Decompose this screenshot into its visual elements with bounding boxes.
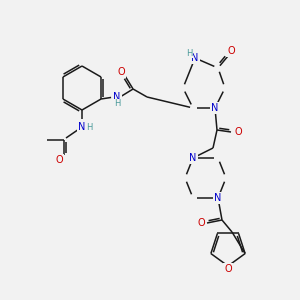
Text: N: N [113,92,121,102]
Text: N: N [211,103,219,113]
Text: O: O [55,155,63,165]
Text: O: O [227,46,235,56]
Text: O: O [224,264,232,274]
Text: N: N [78,122,86,132]
Text: H: H [114,100,120,109]
Text: O: O [117,67,125,77]
Text: O: O [197,218,205,228]
Text: H: H [186,49,192,58]
Text: N: N [191,53,199,63]
Text: N: N [189,153,197,163]
Text: O: O [234,127,242,137]
Text: H: H [86,122,92,131]
Text: N: N [214,193,222,203]
